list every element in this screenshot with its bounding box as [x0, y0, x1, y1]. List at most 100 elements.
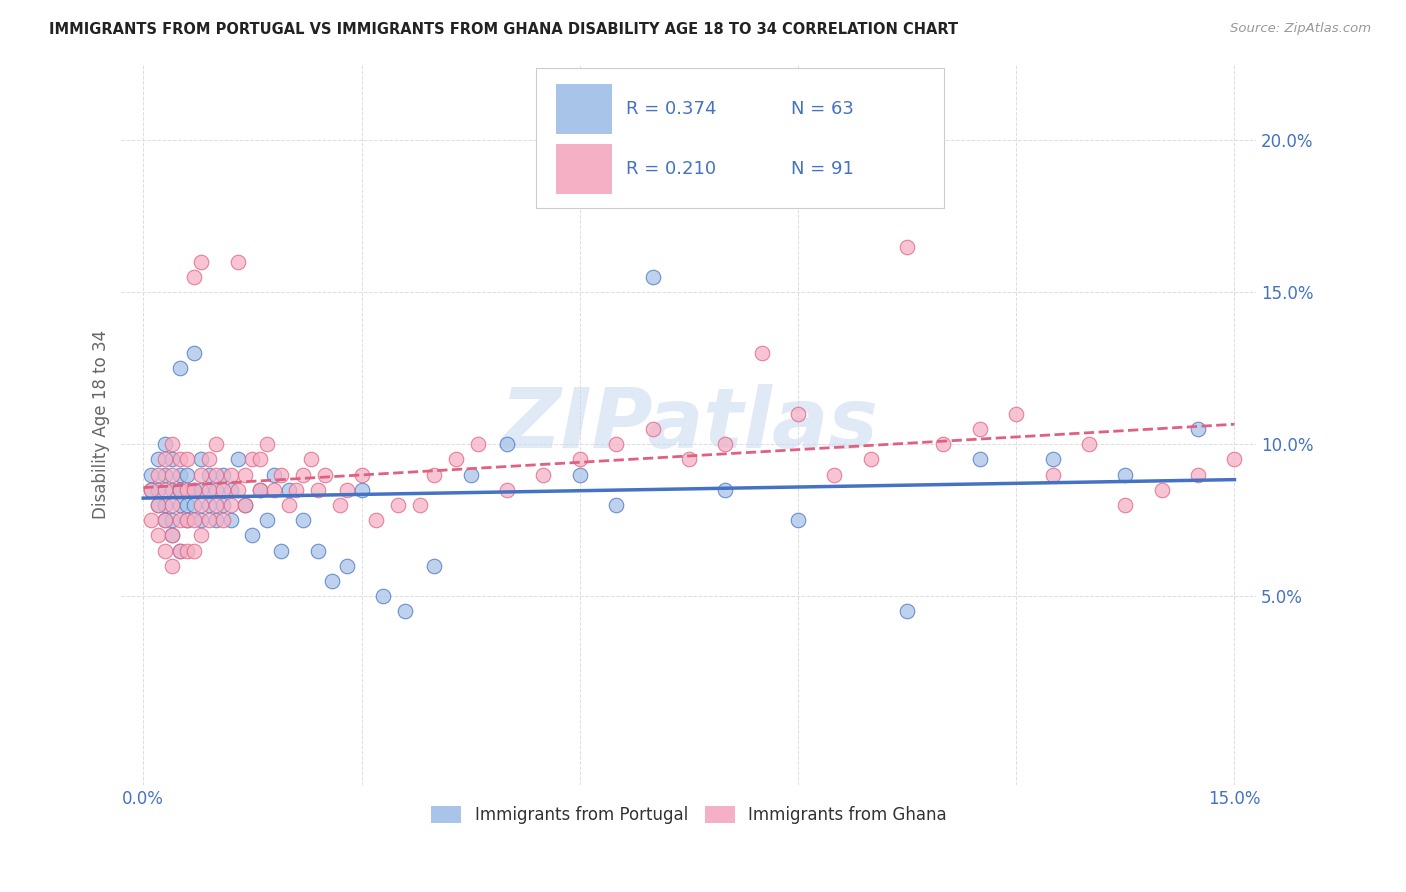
- Point: [277, 498, 299, 512]
- Point: [183, 346, 205, 360]
- Point: [139, 513, 162, 527]
- Point: [190, 467, 212, 482]
- Point: [1042, 467, 1064, 482]
- Point: [714, 483, 737, 497]
- Point: [277, 483, 299, 497]
- Point: [263, 467, 285, 482]
- Point: [190, 254, 212, 268]
- Point: [321, 574, 343, 588]
- Point: [292, 513, 315, 527]
- Point: [233, 498, 256, 512]
- Point: [387, 498, 409, 512]
- Point: [169, 361, 191, 376]
- Point: [169, 467, 191, 482]
- Point: [242, 528, 264, 542]
- Point: [423, 558, 446, 573]
- Point: [162, 467, 184, 482]
- Point: [139, 483, 162, 497]
- Point: [823, 467, 845, 482]
- Point: [153, 452, 176, 467]
- Point: [169, 543, 191, 558]
- Point: [1333, 407, 1355, 421]
- Point: [183, 483, 205, 497]
- Point: [641, 269, 664, 284]
- Point: [205, 483, 228, 497]
- Point: [169, 483, 191, 497]
- Point: [176, 467, 198, 482]
- Point: [139, 467, 162, 482]
- Point: [1296, 422, 1319, 436]
- Point: [496, 437, 519, 451]
- Point: [146, 528, 169, 542]
- Point: [496, 483, 519, 497]
- Point: [233, 498, 256, 512]
- Point: [350, 467, 373, 482]
- Point: [1223, 452, 1246, 467]
- Point: [153, 467, 176, 482]
- Point: [249, 452, 271, 467]
- Point: [219, 498, 242, 512]
- Text: R = 0.374: R = 0.374: [627, 100, 717, 118]
- Point: [162, 513, 184, 527]
- Point: [197, 513, 219, 527]
- Point: [162, 528, 184, 542]
- Point: [751, 346, 773, 360]
- Point: [373, 589, 395, 603]
- Point: [714, 437, 737, 451]
- Point: [183, 513, 205, 527]
- Point: [190, 513, 212, 527]
- Point: [153, 437, 176, 451]
- Point: [197, 452, 219, 467]
- Point: [205, 498, 228, 512]
- Point: [176, 483, 198, 497]
- Point: [467, 437, 489, 451]
- Point: [212, 498, 235, 512]
- Point: [197, 498, 219, 512]
- Point: [249, 483, 271, 497]
- Point: [256, 437, 278, 451]
- Point: [336, 483, 359, 497]
- Text: N = 63: N = 63: [792, 100, 853, 118]
- Point: [299, 452, 322, 467]
- FancyBboxPatch shape: [536, 68, 945, 208]
- Point: [678, 452, 700, 467]
- Point: [162, 558, 184, 573]
- Point: [233, 467, 256, 482]
- Point: [1150, 483, 1173, 497]
- Point: [153, 543, 176, 558]
- Point: [212, 483, 235, 497]
- Point: [162, 452, 184, 467]
- Point: [162, 483, 184, 497]
- Point: [787, 513, 810, 527]
- Point: [212, 467, 235, 482]
- Point: [169, 483, 191, 497]
- Point: [169, 543, 191, 558]
- Text: Source: ZipAtlas.com: Source: ZipAtlas.com: [1230, 22, 1371, 36]
- Point: [162, 498, 184, 512]
- Point: [444, 452, 467, 467]
- Point: [1260, 437, 1282, 451]
- Point: [364, 513, 387, 527]
- Point: [350, 483, 373, 497]
- Point: [256, 513, 278, 527]
- Point: [531, 467, 554, 482]
- Point: [285, 483, 308, 497]
- Point: [969, 422, 991, 436]
- Point: [190, 452, 212, 467]
- Point: [568, 452, 591, 467]
- Point: [568, 467, 591, 482]
- Point: [969, 452, 991, 467]
- Point: [314, 467, 336, 482]
- Point: [226, 483, 249, 497]
- Y-axis label: Disability Age 18 to 34: Disability Age 18 to 34: [93, 330, 110, 519]
- Point: [146, 467, 169, 482]
- Point: [183, 269, 205, 284]
- Point: [219, 467, 242, 482]
- Point: [162, 528, 184, 542]
- Point: [263, 483, 285, 497]
- Point: [932, 437, 955, 451]
- Point: [292, 467, 315, 482]
- Point: [307, 543, 329, 558]
- Point: [336, 558, 359, 573]
- Point: [1042, 452, 1064, 467]
